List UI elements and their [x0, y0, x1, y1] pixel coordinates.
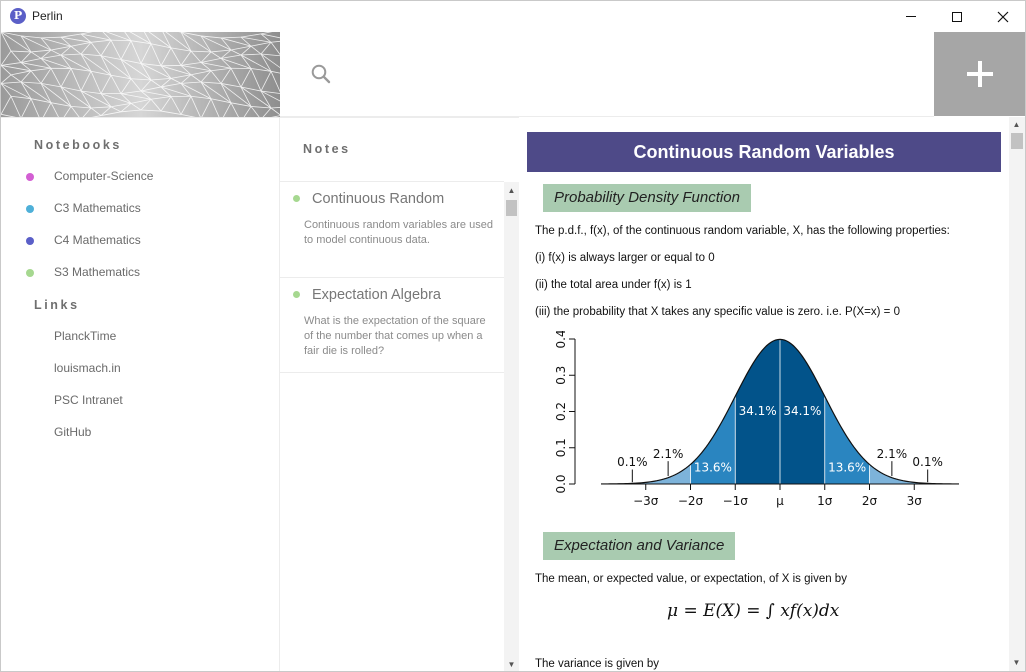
sidebar-link-github[interactable]: GitHub: [1, 420, 279, 446]
sidebar-item-computer-science[interactable]: Computer-Science: [1, 164, 279, 190]
note-title: Expectation Algebra: [312, 287, 441, 303]
note-excerpt: What is the expectation of the square of…: [304, 315, 486, 357]
content-scrollbar[interactable]: ▲ ▼: [1009, 117, 1025, 671]
chart-x-tick-label: 2σ: [862, 494, 878, 508]
chart-x-tick-label: 1σ: [817, 494, 833, 508]
notebook-dot-icon: [26, 173, 34, 181]
sidebar-link-louismachin[interactable]: louismach.in: [1, 356, 279, 382]
maximize-button[interactable]: [934, 1, 980, 32]
links-heading: Links: [34, 298, 80, 312]
sidebar-item-label: Computer-Science: [54, 169, 154, 183]
paragraph: The variance is given by: [535, 658, 660, 670]
banner-image: [1, 32, 280, 117]
minimize-button[interactable]: [888, 1, 934, 32]
scroll-down-icon[interactable]: ▼: [507, 660, 516, 669]
chart-y-tick-label: 0.4: [554, 331, 568, 349]
chart-y-tick-label: 0.1: [554, 438, 568, 457]
chart-x-tick-label: −3σ: [633, 494, 659, 508]
note-card-continuous-random[interactable]: Continuous Random Continuous random vari…: [280, 181, 504, 277]
app-logo-icon: P: [10, 8, 26, 24]
expectation-formula: μ = E(X) = ∫ xf(x)dx: [667, 601, 840, 621]
note-excerpt: Continuous random variables are used to …: [304, 219, 493, 246]
sidebar-link-label: PSC Intranet: [54, 393, 123, 407]
scroll-up-icon[interactable]: ▲: [507, 186, 516, 195]
chart-x-tick-label: −1σ: [723, 494, 749, 508]
normal-distribution-chart: 0.0 0.1 0.2 0.3 0.4 −3σ −2σ −1σ μ 1σ 2σ 3σ 2.1% 13.6%…: [554, 331, 960, 508]
notebook-dot-icon: [26, 205, 34, 213]
note-card-expectation-algebra[interactable]: Expectation Algebra What is the expectat…: [280, 277, 504, 373]
close-button[interactable]: [980, 1, 1025, 32]
chart-band-5: [869, 464, 915, 484]
sidebar-link-plancktime[interactable]: PlanckTime: [1, 324, 279, 350]
minimize-icon: [906, 16, 916, 17]
sidebar-item-c4-mathematics[interactable]: C4 Mathematics: [1, 228, 279, 254]
chart-y-tick-label: 0.2: [554, 402, 568, 421]
search-icon[interactable]: [311, 64, 331, 84]
document-title: Continuous Random Variables: [527, 132, 1001, 172]
sidebar-item-label: S3 Mathematics: [54, 265, 141, 279]
notes-scroll-thumb[interactable]: [506, 200, 517, 216]
note-dot-icon: [293, 291, 300, 298]
paragraph: The p.d.f., f(x), of the continuous rand…: [535, 225, 950, 237]
plus-icon: [966, 61, 993, 87]
chart-band-label: 2.1%: [877, 447, 908, 461]
paragraph: The mean, or expected value, or expectat…: [535, 573, 847, 585]
add-note-button[interactable]: [934, 32, 1025, 116]
chart-band-0: [645, 464, 691, 484]
notes-panel: Notes Continuous Random Continuous rando…: [280, 117, 519, 671]
app-title: Perlin: [32, 9, 63, 23]
chart-y-tick-label: 0.3: [554, 366, 568, 385]
sidebar-link-label: GitHub: [54, 425, 92, 439]
chart-x-tick-label: −2σ: [678, 494, 704, 508]
chart-y-tick-label: 0.0: [554, 474, 568, 493]
paragraph: (iii) the probability that X takes any s…: [535, 306, 900, 318]
sidebar-item-label: C3 Mathematics: [54, 201, 141, 215]
chart-band-label: 34.1%: [739, 404, 777, 418]
notes-scrollbar[interactable]: ▲ ▼: [504, 182, 519, 671]
note-dot-icon: [293, 195, 300, 202]
chart-curve: [600, 338, 960, 485]
chart-x-tick-label: 3σ: [907, 494, 923, 508]
sidebar-item-label: C4 Mathematics: [54, 233, 141, 247]
note-content: Continuous Random Variables Probability …: [519, 117, 1009, 671]
chart-tail-label: 0.1%: [617, 455, 648, 469]
note-title: Continuous Random: [312, 191, 445, 207]
paragraph: (ii) the total area under f(x) is 1: [535, 279, 692, 291]
sidebar: Notebooks Computer-Science C3 Mathematic…: [1, 117, 280, 671]
notebook-dot-icon: [26, 269, 34, 277]
sidebar-item-c3-mathematics[interactable]: C3 Mathematics: [1, 196, 279, 222]
sidebar-link-label: PlanckTime: [54, 329, 117, 343]
sidebar-link-label: louismach.in: [54, 361, 121, 375]
chart-x-tick-label: μ: [776, 494, 784, 508]
close-icon: [997, 11, 1009, 22]
scroll-down-icon[interactable]: ▼: [1012, 658, 1021, 667]
section-heading-pdf: Probability Density Function: [543, 184, 751, 212]
chart-tail-label: 0.1%: [912, 455, 943, 469]
section-heading-expectation: Expectation and Variance: [543, 532, 736, 560]
content-scroll-thumb[interactable]: [1011, 133, 1023, 149]
chart-band-label: 13.6%: [828, 460, 866, 474]
maximize-icon: [952, 11, 962, 22]
notes-heading: Notes: [303, 142, 351, 156]
notebook-dot-icon: [26, 237, 34, 245]
sidebar-link-psc-intranet[interactable]: PSC Intranet: [1, 388, 279, 414]
notebooks-heading: Notebooks: [34, 138, 122, 152]
chart-band-label: 13.6%: [694, 460, 732, 474]
sidebar-item-s3-mathematics[interactable]: S3 Mathematics: [1, 260, 279, 286]
paragraph: (i) f(x) is always larger or equal to 0: [535, 252, 715, 264]
search-bar[interactable]: [280, 32, 934, 117]
title-bar: P Perlin: [1, 1, 1025, 32]
scroll-up-icon[interactable]: ▲: [1012, 120, 1021, 129]
chart-band-label: 34.1%: [783, 404, 821, 418]
chart-band-label: 2.1%: [653, 447, 684, 461]
